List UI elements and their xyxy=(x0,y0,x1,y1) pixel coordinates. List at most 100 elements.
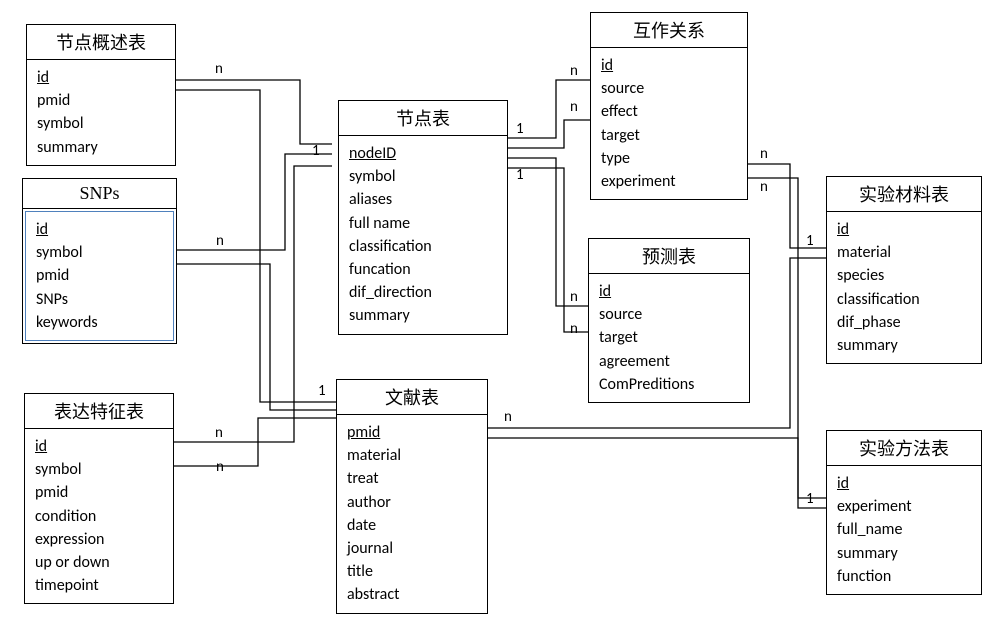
cardinality-label: n xyxy=(570,62,578,80)
entity-method: 实验方法表idexperimentfull_namesummaryfunctio… xyxy=(826,430,982,595)
edge-line xyxy=(176,90,336,402)
field: summary xyxy=(349,304,497,327)
field: summary xyxy=(837,542,971,565)
entity-body: idsymbolpmidconditionexpressionup or dow… xyxy=(25,429,173,603)
cardinality-label: n xyxy=(216,232,224,250)
field: ComPreditions xyxy=(599,373,739,396)
field: source xyxy=(599,303,739,326)
entity-title: 表达特征表 xyxy=(25,394,173,429)
edge-line xyxy=(177,264,336,410)
field: nodeID xyxy=(349,142,497,165)
field: id xyxy=(837,218,971,241)
field: function xyxy=(837,565,971,588)
entity-title: 文献表 xyxy=(337,380,487,415)
cardinality-label: n xyxy=(215,424,223,442)
entity-title: 互作关系 xyxy=(591,13,747,48)
field: target xyxy=(599,326,739,349)
field: id xyxy=(601,54,737,77)
entity-body: idsymbolpmidSNPskeywords xyxy=(25,211,174,341)
cardinality-label: n xyxy=(570,98,578,116)
field: target xyxy=(601,124,737,147)
entity-prediction: 预测表idsourcetargetagreementComPreditions xyxy=(588,238,750,403)
cardinality-label: n xyxy=(504,408,512,426)
field: funcation xyxy=(349,258,497,281)
field: pmid xyxy=(347,421,477,444)
field: classification xyxy=(837,288,971,311)
entity-body: idexperimentfull_namesummaryfunction xyxy=(827,466,981,594)
entity-title: 节点概述表 xyxy=(27,25,175,60)
field: agreement xyxy=(599,350,739,373)
field: pmid xyxy=(35,481,163,504)
entity-snps: SNPsidsymbolpmidSNPskeywords xyxy=(22,178,177,344)
field: full name xyxy=(349,212,497,235)
field: material xyxy=(347,444,477,467)
field: timepoint xyxy=(35,574,163,597)
field: up or down xyxy=(35,551,163,574)
cardinality-label: 1 xyxy=(516,120,524,138)
cardinality-label: n xyxy=(760,145,768,163)
field: summary xyxy=(37,136,165,159)
entity-body: idmaterialspeciesclassificationdif_phase… xyxy=(827,212,981,363)
cardinality-label: n xyxy=(570,320,578,338)
field: source xyxy=(601,77,737,100)
cardinality-label: 1 xyxy=(806,490,814,508)
field: species xyxy=(837,264,971,287)
entity-title: 预测表 xyxy=(589,239,749,274)
field: expression xyxy=(35,528,163,551)
edge-line xyxy=(174,418,336,466)
field: id xyxy=(35,435,163,458)
entity-title: 节点表 xyxy=(339,101,507,136)
edge-line xyxy=(748,164,826,248)
edge-line xyxy=(174,166,332,442)
field: journal xyxy=(347,537,477,560)
entity-material: 实验材料表idmaterialspeciesclassificationdif_… xyxy=(826,176,982,364)
cardinality-label: n xyxy=(760,178,768,196)
field: experiment xyxy=(601,170,737,193)
cardinality-label: 1 xyxy=(318,382,326,400)
field: symbol xyxy=(37,112,165,135)
cardinality-label: 1 xyxy=(312,142,320,160)
field: effect xyxy=(601,100,737,123)
cardinality-label: n xyxy=(216,458,224,476)
field: condition xyxy=(35,505,163,528)
field: treat xyxy=(347,467,477,490)
entity-body: pmidmaterialtreatauthordatejournaltitlea… xyxy=(337,415,487,613)
entity-body: idsourceeffecttargettypeexperiment xyxy=(591,48,747,199)
edge-line xyxy=(488,438,826,508)
field: material xyxy=(837,241,971,264)
field: id xyxy=(599,280,739,303)
field: date xyxy=(347,514,477,537)
cardinality-label: n xyxy=(215,60,223,78)
field: SNPs xyxy=(36,288,163,311)
edge-line xyxy=(176,80,332,144)
field: classification xyxy=(349,235,497,258)
entity-body: idsourcetargetagreementComPreditions xyxy=(589,274,749,402)
field: id xyxy=(37,66,165,89)
edge-line xyxy=(508,168,588,332)
cardinality-label: 1 xyxy=(806,232,814,250)
field: symbol xyxy=(35,458,163,481)
field: id xyxy=(837,472,971,495)
entity-title: SNPs xyxy=(23,179,176,209)
entity-title: 实验方法表 xyxy=(827,431,981,466)
entity-interaction: 互作关系idsourceeffecttargettypeexperiment xyxy=(590,12,748,200)
edge-line xyxy=(748,178,826,498)
entity-expression: 表达特征表idsymbolpmidconditionexpressionup o… xyxy=(24,393,174,604)
field: aliases xyxy=(349,188,497,211)
edge-line xyxy=(177,154,332,250)
field: pmid xyxy=(36,264,163,287)
field: author xyxy=(347,491,477,514)
field: experiment xyxy=(837,495,971,518)
field: pmid xyxy=(37,89,165,112)
entity-body: nodeIDsymbolaliasesfull nameclassificati… xyxy=(339,136,507,334)
field: symbol xyxy=(36,241,163,264)
field: keywords xyxy=(36,311,163,334)
field: type xyxy=(601,147,737,170)
field: symbol xyxy=(349,165,497,188)
entity-node_summary: 节点概述表idpmidsymbolsummary xyxy=(26,24,176,166)
field: dif_direction xyxy=(349,281,497,304)
entity-body: idpmidsymbolsummary xyxy=(27,60,175,165)
field: full_name xyxy=(837,518,971,541)
field: dif_phase xyxy=(837,311,971,334)
entity-title: 实验材料表 xyxy=(827,177,981,212)
